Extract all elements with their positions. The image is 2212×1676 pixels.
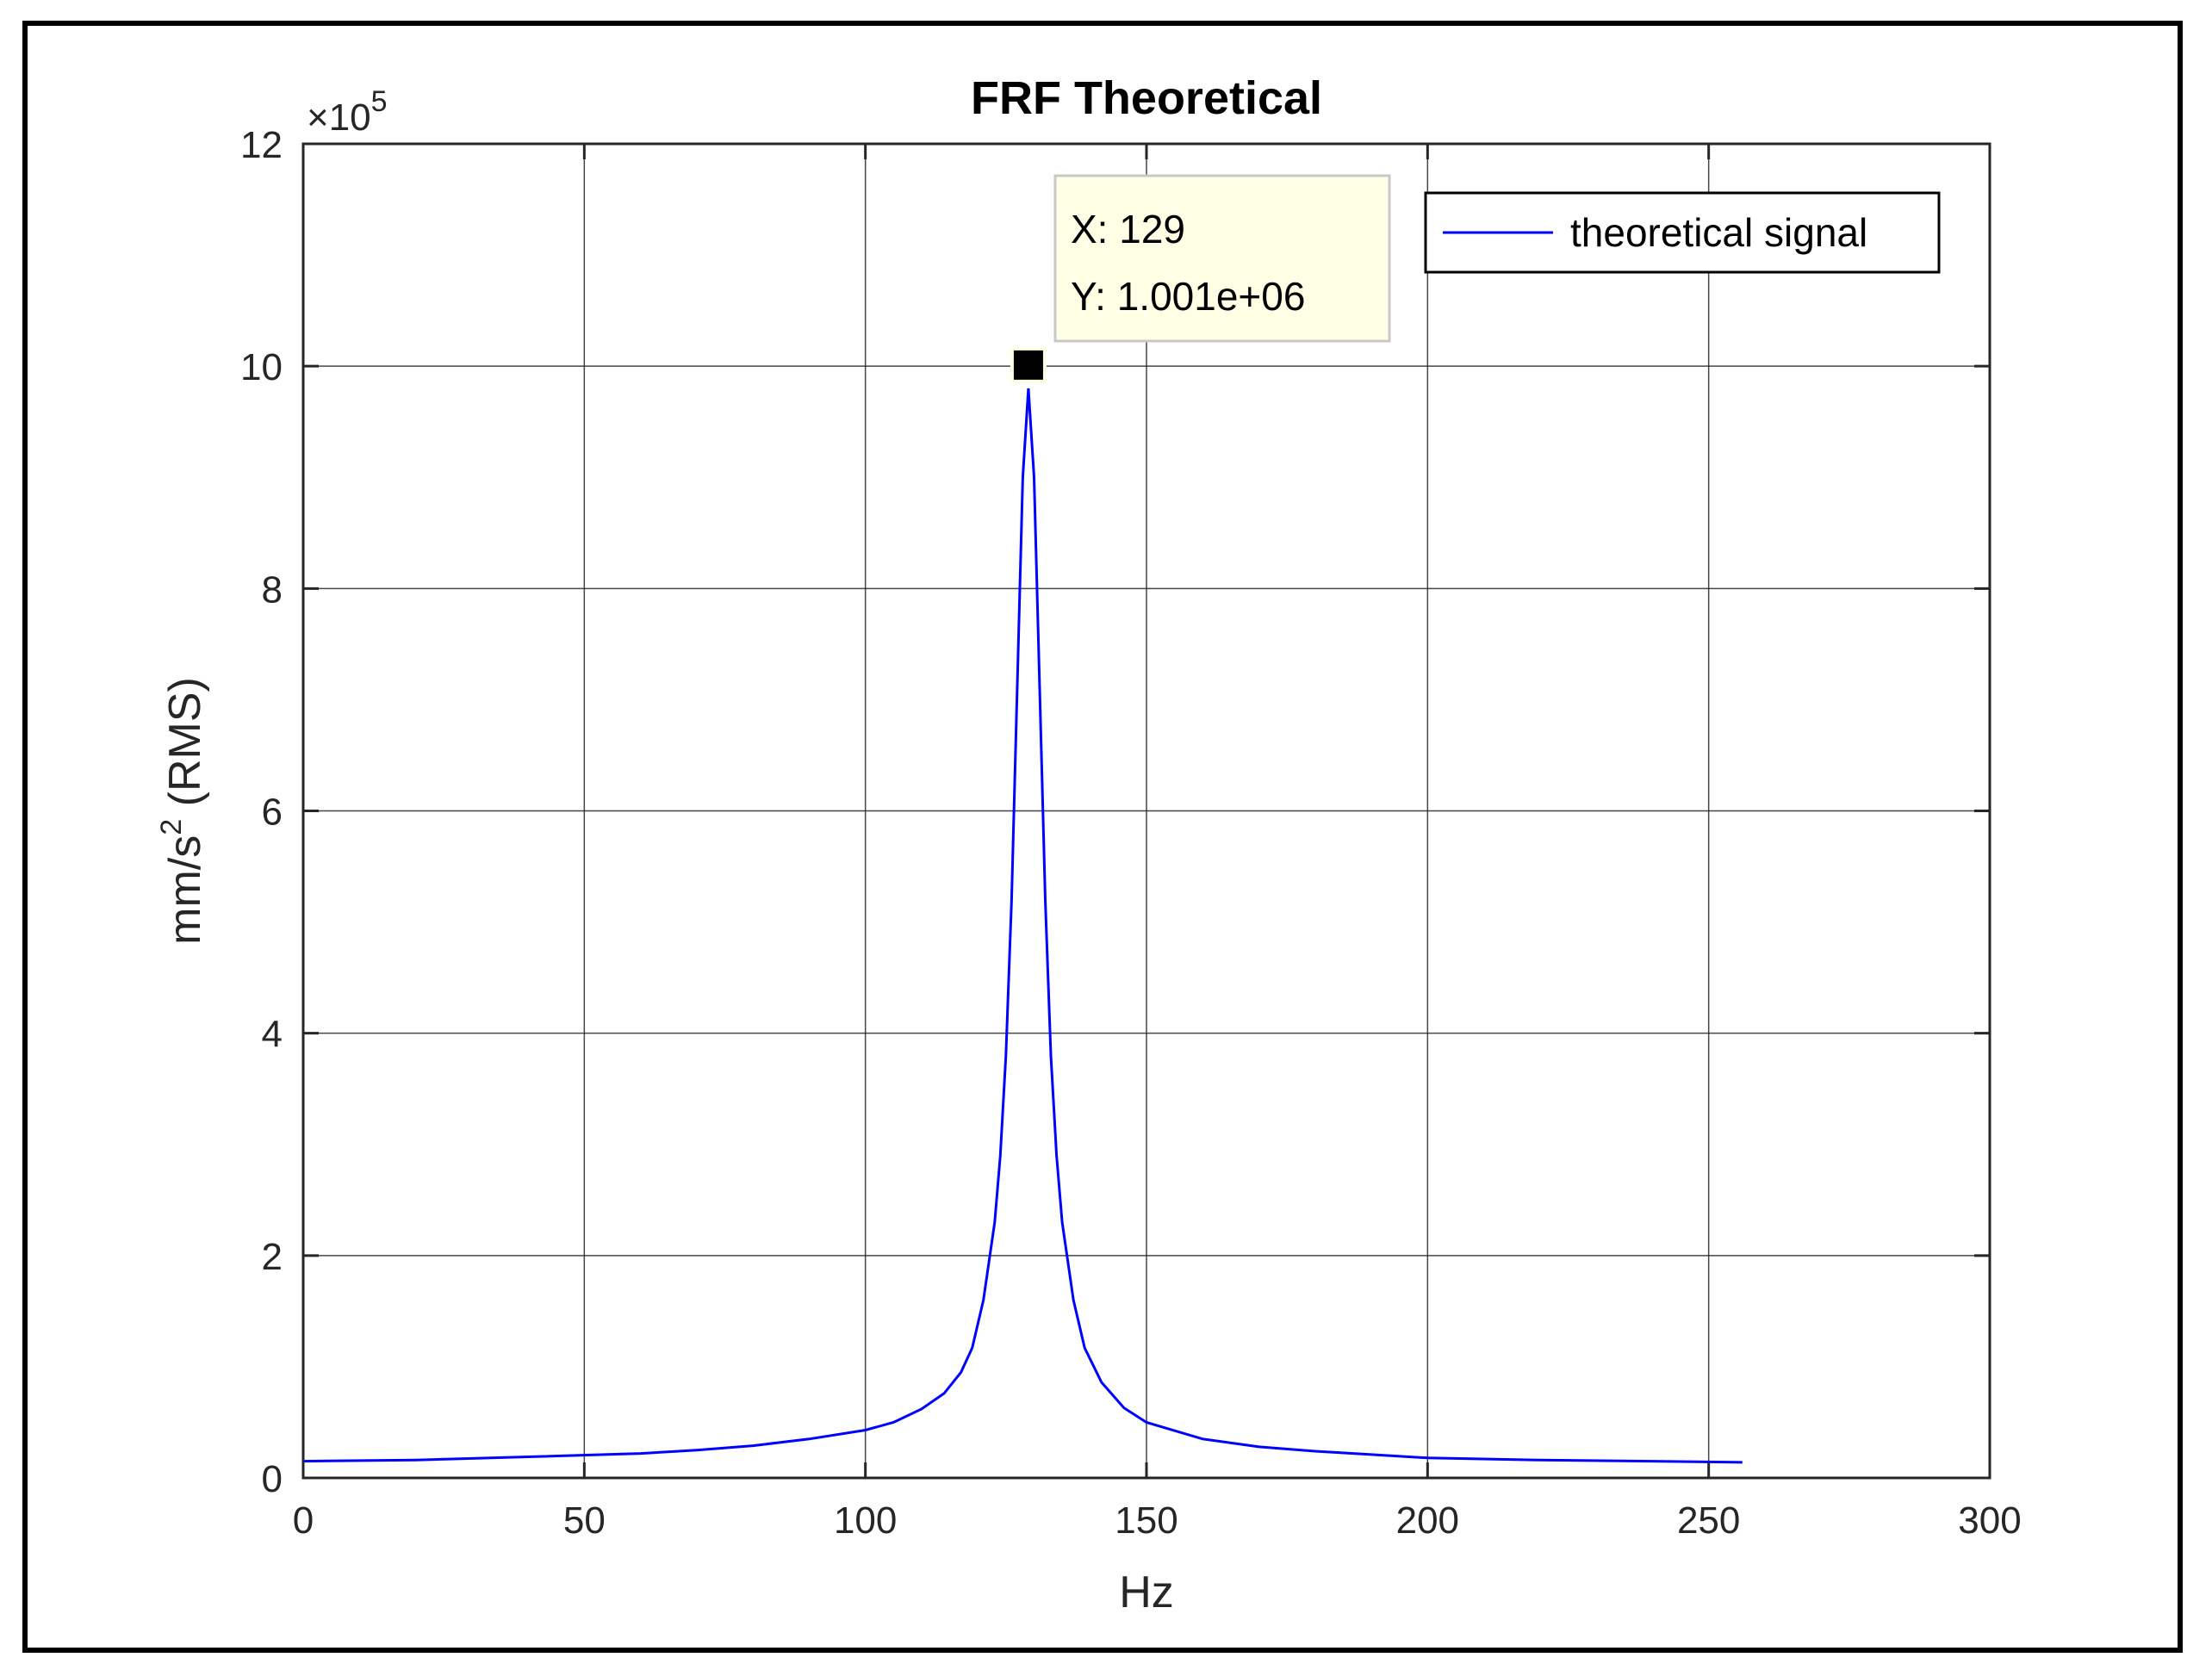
x-tick-label: 150 [1115, 1499, 1177, 1542]
x-axis-label: Hz [1119, 1567, 1174, 1617]
y-axis-multiplier: ×105 [307, 85, 388, 139]
legend[interactable]: theoretical signal [1424, 191, 1941, 274]
datatip[interactable]: X: 129 Y: 1.001e+06 [1053, 174, 1391, 343]
datatip-y-text: Y: 1.001e+06 [1071, 274, 1305, 319]
x-tick-label: 100 [834, 1499, 897, 1542]
datatip-marker[interactable] [1010, 346, 1047, 383]
series-line-theoretical-signal [302, 388, 1743, 1464]
x-tick-label: 50 [563, 1499, 606, 1542]
y-axis-label-base: mm/s [160, 835, 210, 945]
grid-lines [303, 144, 1990, 1478]
x-tick-label: 300 [1958, 1499, 2021, 1542]
x-tick-label: 250 [1677, 1499, 1740, 1542]
y-axis-label-tail: (RMS) [160, 677, 210, 819]
y-tick-label: 4 [262, 1014, 283, 1056]
legend-label-theoretical-signal: theoretical signal [1570, 210, 1867, 255]
y-tick-label: 10 [240, 346, 283, 388]
y-axis-multiplier-base: ×10 [307, 96, 371, 139]
y-tick-label: 8 [262, 568, 283, 611]
datatip-box [1053, 174, 1391, 343]
y-axis-multiplier-exponent: 5 [371, 85, 388, 118]
y-tick-label: 2 [262, 1236, 283, 1278]
x-tick-label: 0 [293, 1499, 314, 1542]
datatip-x-text: X: 129 [1071, 207, 1185, 251]
y-tick-label: 6 [262, 791, 283, 834]
y-axis-label: mm/s2 (RMS) [155, 677, 210, 945]
y-axis-label-superscript: 2 [155, 819, 188, 835]
x-tick-label: 200 [1396, 1499, 1459, 1542]
y-tick-label: 12 [240, 124, 283, 166]
y-tick-label: 0 [262, 1458, 283, 1500]
axis-ticks: 0 50 100 150 200 250 300 0 2 4 6 8 10 12 [240, 124, 2022, 1542]
chart-title: FRF Theoretical [971, 72, 1322, 124]
